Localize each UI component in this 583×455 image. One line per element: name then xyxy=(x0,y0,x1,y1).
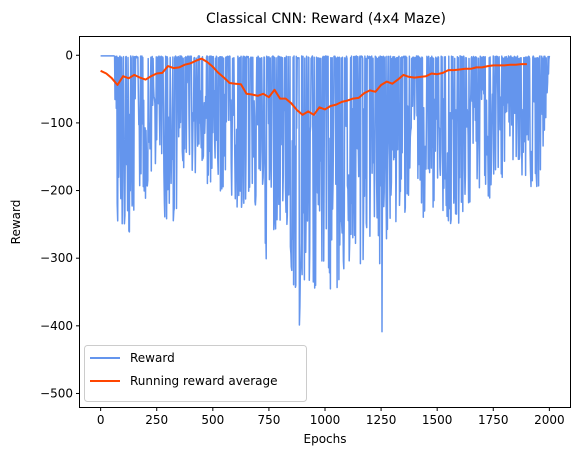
y-tick-label: −500 xyxy=(40,386,73,400)
series-reward-line xyxy=(100,55,551,333)
x-tick-label: 1500 xyxy=(422,413,453,427)
x-axis-ticks: 0 250 500 750 1000 1250 1500 1750 2000 xyxy=(97,407,565,427)
x-tick-label: 500 xyxy=(201,413,224,427)
plot-frame xyxy=(79,36,571,408)
legend-label-running-average: Running reward average xyxy=(130,374,278,388)
y-tick-label: −200 xyxy=(40,184,73,198)
y-tick-label: 0 xyxy=(65,48,73,62)
x-tick-label: 0 xyxy=(97,413,105,427)
series-running-average-line xyxy=(100,57,527,116)
x-tick-label: 750 xyxy=(257,413,280,427)
x-axis-label: Epochs xyxy=(304,432,347,446)
legend-label-reward: Reward xyxy=(130,351,175,365)
x-tick-label: 2000 xyxy=(534,413,565,427)
legend-box xyxy=(84,345,307,402)
x-tick-label: 1250 xyxy=(366,413,397,427)
y-axis-label: Reward xyxy=(9,200,23,245)
x-tick-label: 250 xyxy=(145,413,168,427)
plot-area xyxy=(100,55,551,333)
y-axis-ticks: 0 −100 −200 −300 −400 −500 xyxy=(40,48,80,400)
x-tick-label: 1750 xyxy=(478,413,509,427)
y-tick-label: −300 xyxy=(40,251,73,265)
chart-title: Classical CNN: Reward (4x4 Maze) xyxy=(206,11,446,27)
y-tick-label: −400 xyxy=(40,319,73,333)
legend: Reward Running reward average xyxy=(84,345,307,402)
x-tick-label: 1000 xyxy=(310,413,341,427)
y-tick-label: −100 xyxy=(40,116,73,130)
